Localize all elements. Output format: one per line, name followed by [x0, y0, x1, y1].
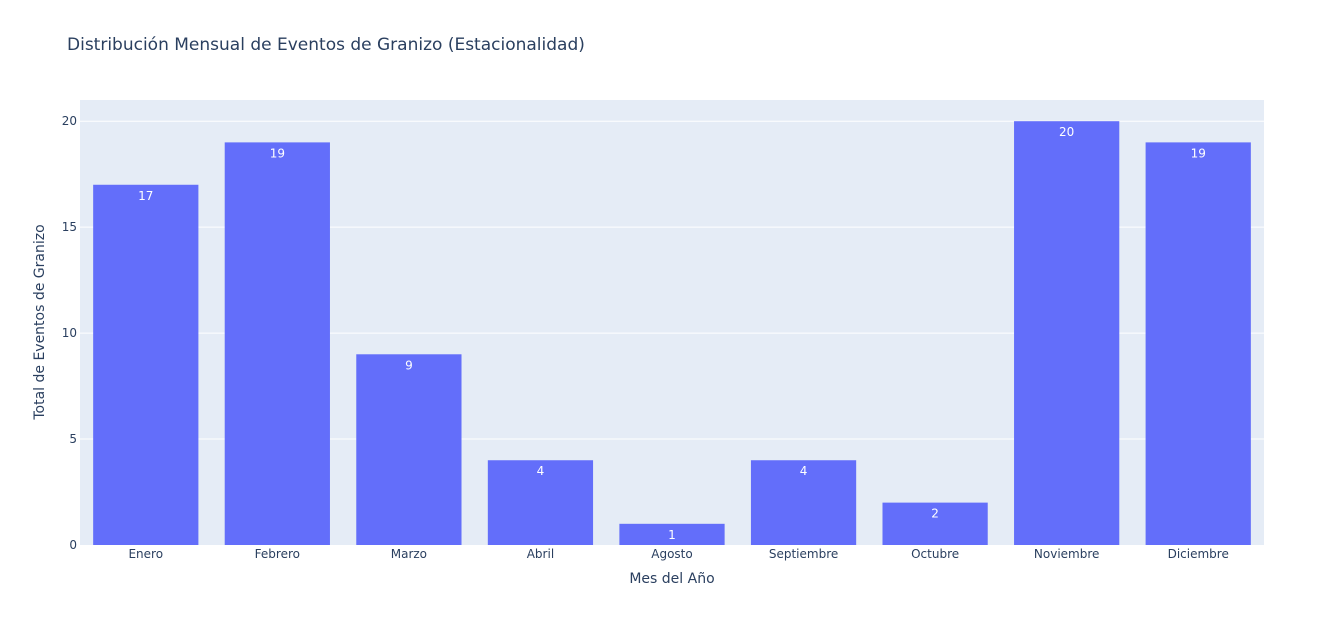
x-tick-label: Marzo — [391, 547, 427, 561]
y-tick-label: 20 — [62, 114, 77, 128]
bar-value-label: 4 — [537, 464, 545, 478]
bar-labels: 17 19 9 4 1 4 2 20 19 — [138, 125, 1206, 542]
x-tick-label: Abril — [527, 547, 554, 561]
x-tick-label: Febrero — [255, 547, 300, 561]
y-axis-ticks: 0 5 10 15 20 — [62, 114, 77, 552]
chart-title: Distribución Mensual de Eventos de Grani… — [67, 35, 585, 55]
y-tick-label: 15 — [62, 220, 77, 234]
x-tick-label: Septiembre — [769, 547, 838, 561]
x-tick-label: Agosto — [651, 547, 692, 561]
y-tick-label: 0 — [69, 538, 77, 552]
y-axis-title: Total de Eventos de Granizo — [32, 224, 48, 420]
bar — [93, 184, 199, 545]
x-tick-label: Octubre — [911, 547, 959, 561]
bars — [93, 121, 1251, 545]
bar-value-label: 19 — [1191, 146, 1206, 160]
bar-value-label: 17 — [138, 189, 153, 203]
bar — [356, 354, 462, 545]
x-axis-title: Mes del Año — [629, 571, 714, 587]
y-tick-label: 10 — [62, 326, 77, 340]
bar-value-label: 1 — [668, 528, 676, 542]
bar — [619, 523, 725, 545]
bar-value-label: 9 — [405, 358, 413, 372]
x-axis-ticks: Enero Febrero Marzo Abril Agosto Septiembre Oc… — [128, 547, 1228, 561]
bar — [224, 142, 330, 545]
x-tick-label: Noviembre — [1034, 547, 1100, 561]
y-tick-label: 5 — [69, 432, 77, 446]
bar-value-label: 19 — [270, 146, 285, 160]
x-tick-label: Enero — [128, 547, 163, 561]
bar-value-label: 4 — [800, 464, 808, 478]
bar — [882, 502, 988, 545]
bar — [750, 460, 857, 545]
bar — [1145, 142, 1251, 545]
bar-value-label: 20 — [1059, 125, 1074, 139]
bar — [1014, 121, 1120, 545]
bar — [487, 460, 594, 545]
x-tick-label: Diciembre — [1168, 547, 1229, 561]
bar-value-label: 2 — [931, 507, 939, 521]
